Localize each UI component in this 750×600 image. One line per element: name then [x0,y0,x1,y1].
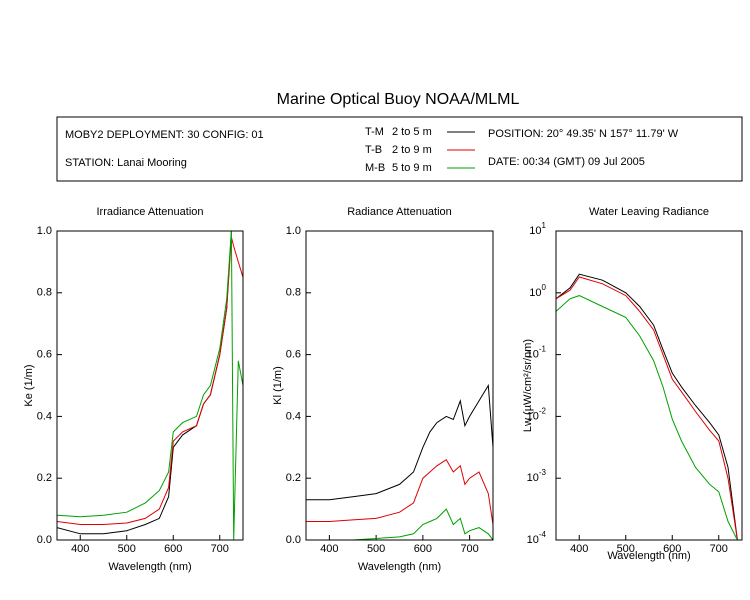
data-line [306,458,493,525]
data-line [57,237,243,525]
y-tick-label: 10-2 [527,407,547,423]
tick-base: 10 [529,225,541,237]
x-tick-label: 400 [71,543,89,555]
y-tick-label: 100 [529,283,546,299]
tick-exponent: -3 [539,468,547,477]
figure-title: Marine Optical Buoy NOAA/MLML [277,91,520,108]
data-line [306,508,493,540]
y-tick-label: 0.6 [37,349,52,361]
x-tick-label: 700 [710,543,728,555]
y-tick-label: 0.0 [37,534,52,546]
y-tick-label: 1.0 [286,225,301,237]
legend-range: 2 to 9 m [392,144,432,156]
data-line [306,383,493,501]
tick-base: 10 [527,472,539,484]
y-tick-label: 0.2 [286,472,301,484]
y-tick-label: 0.2 [37,472,52,484]
tick-exponent: -4 [539,530,547,539]
x-axis-label: Wavelength (nm) [108,561,191,573]
x-tick-label: 700 [460,543,478,555]
y-tick-label: 0.4 [37,410,52,422]
panel-title: Water Leaving Radiance [589,206,709,218]
tick-exponent: -1 [539,345,547,354]
x-axis-label: Wavelength (nm) [358,561,441,573]
y-tick-label: 101 [529,221,546,237]
legend-name: M-B [365,162,385,174]
tick-exponent: 0 [542,283,547,292]
tick-base: 10 [527,349,539,361]
info-box [56,116,743,182]
data-line [556,276,738,540]
legend-name: T-M [365,126,384,138]
y-axis-label: Ke (1/m) [23,364,35,406]
y-tick-label: 0.4 [286,410,301,422]
x-tick-label: 500 [617,543,635,555]
y-tick-label: 10-4 [527,530,547,546]
data-line [57,231,243,540]
panel-title: Irradiance Attenuation [96,206,203,218]
x-tick-label: 400 [570,543,588,555]
y-tick-label: 0.8 [286,287,301,299]
deployment: MOBY2 DEPLOYMENT: 30 CONFIG: 01 [65,129,264,141]
x-tick-label: 400 [320,543,338,555]
y-axis-label: Kl (1/m) [272,366,284,405]
y-tick-label: 0.8 [37,287,52,299]
date: DATE: 00:34 (GMT) 09 Jul 2005 [488,156,645,168]
station: STATION: Lanai Mooring [65,157,187,169]
plot-frame [305,230,494,541]
y-axis-label: Lw (µW/cm²/sr/nm) [522,339,534,432]
y-tick-label: 1.0 [37,225,52,237]
x-axis-label: Wavelength (nm) [607,550,690,562]
panel-title: Radiance Attenuation [347,206,452,218]
tick-exponent: -2 [539,407,547,416]
y-tick-label: 0.6 [286,349,301,361]
legend-name: T-B [365,144,382,156]
plot-frame [555,230,743,541]
x-tick-label: 500 [118,543,136,555]
y-tick-label: 10-3 [527,468,547,484]
y-tick-label: 0.0 [286,534,301,546]
x-tick-label: 500 [367,543,385,555]
tick-base: 10 [529,287,541,299]
x-tick-label: 600 [414,543,432,555]
data-line [556,295,738,540]
tick-base: 10 [527,410,539,422]
position: POSITION: 20° 49.35' N 157° 11.79' W [488,128,679,140]
data-line [57,231,232,535]
tick-base: 10 [527,534,539,546]
legend-range: 2 to 5 m [392,126,432,138]
legend-range: 5 to 9 m [392,162,432,174]
x-tick-label: 600 [663,543,681,555]
y-tick-label: 10-1 [527,345,547,361]
x-tick-label: 600 [164,543,182,555]
tick-exponent: 1 [542,221,547,230]
data-line [556,273,738,540]
x-tick-label: 700 [211,543,229,555]
plot-frame [56,230,244,541]
